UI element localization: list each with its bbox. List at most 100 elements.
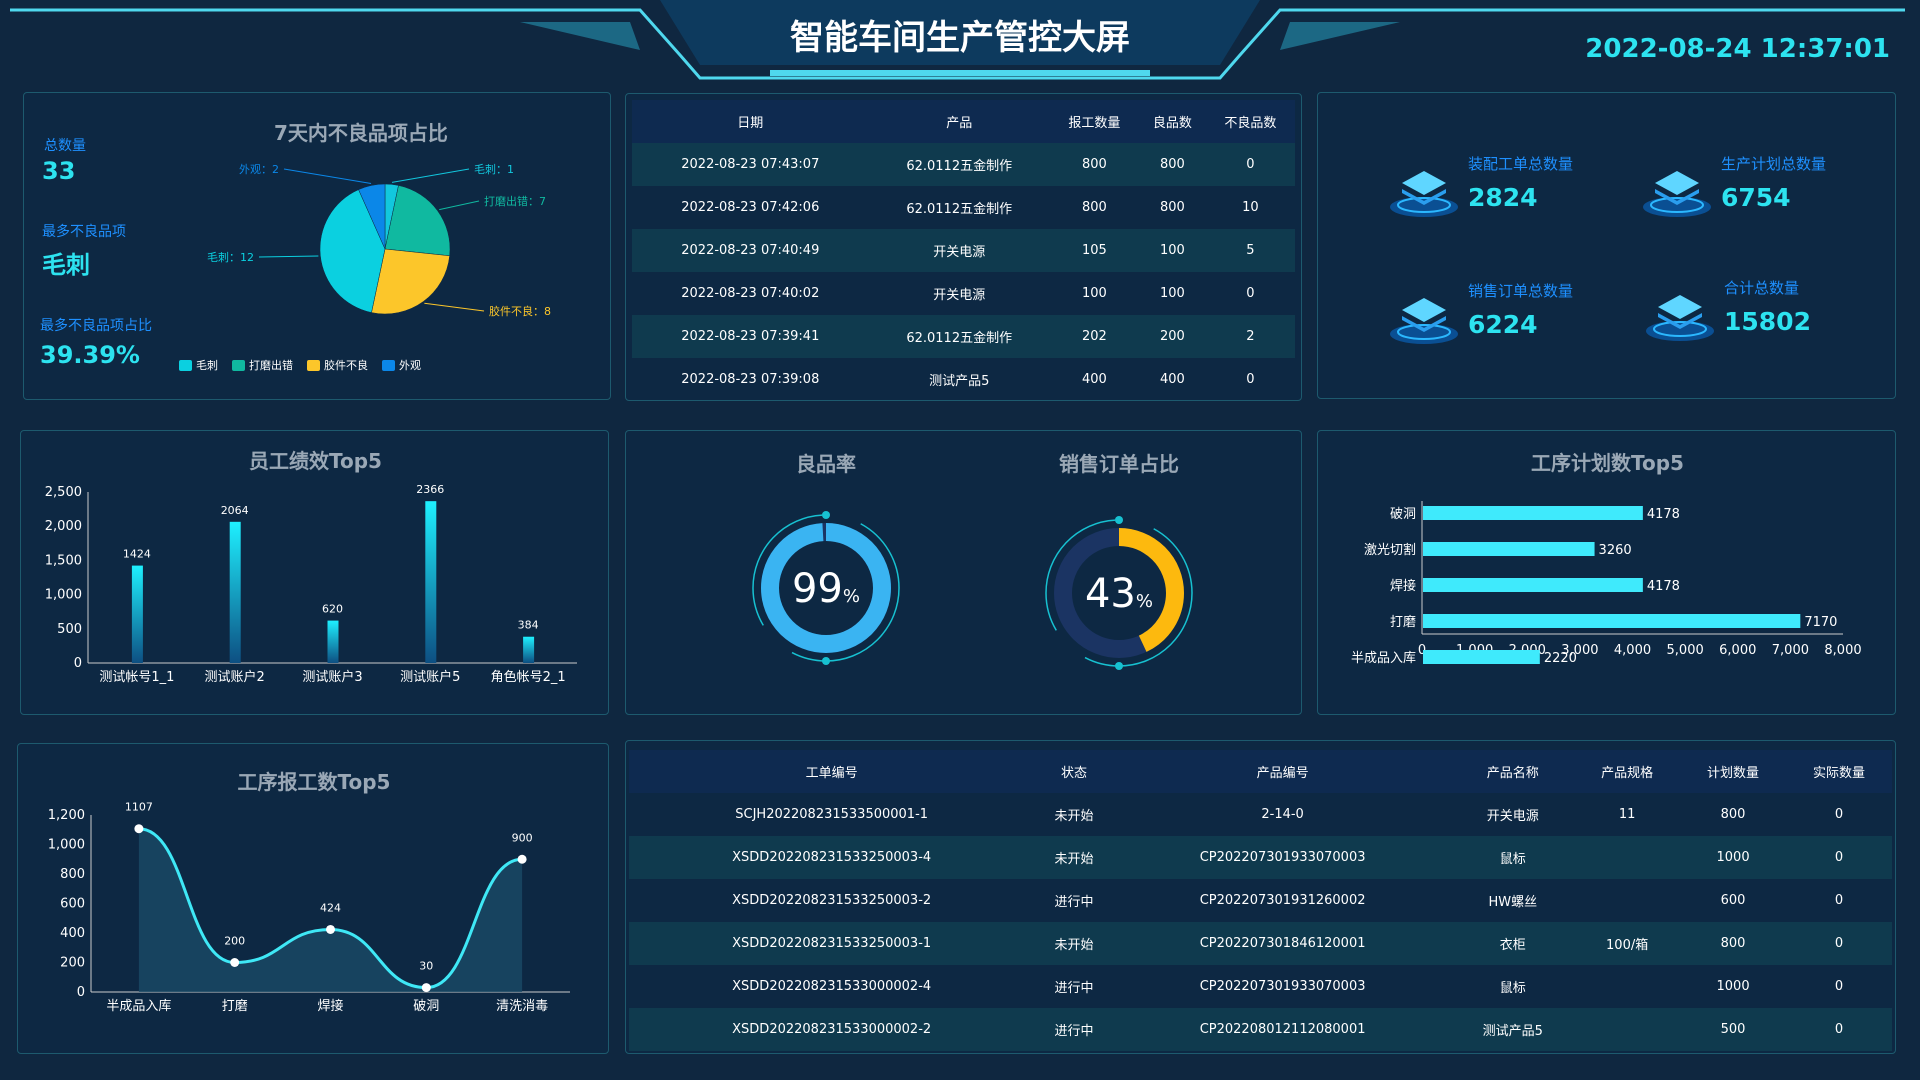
report-cell: 10 — [1242, 200, 1259, 215]
report-cell: 800 — [1159, 200, 1185, 215]
y-tick-label: 600 — [60, 897, 85, 912]
table-row[interactable]: XSDD202208231533250003-1 未开始 CP20220730184… — [629, 922, 1892, 965]
employee-bar-chart: 0 500 1,000 1,500 2,000 2,500 1424 测试帐号1_1 2064 测… — [45, 483, 577, 685]
work-order-cell: 未开始 — [1034, 836, 1114, 879]
layers-icon — [1388, 161, 1460, 221]
y-tick-label: 破洞 — [1390, 507, 1416, 522]
datetime: 2022-08-24 12:37:01 — [1585, 34, 1890, 64]
report-table: 日期 产品 报工数量 良品数 不良品数 2022-08-23 07:43:07 62.011… — [632, 100, 1295, 401]
work-order-cell: 0 — [1834, 807, 1844, 822]
gauge-value: 43% — [1085, 571, 1153, 617]
table-row[interactable]: XSDD202208231533250003-2 进行中 CP20220730193… — [629, 879, 1892, 922]
bar[interactable] — [1423, 578, 1643, 592]
work-order-cell: 600 — [1720, 893, 1746, 908]
pie-slice[interactable] — [358, 183, 386, 250]
bar[interactable] — [229, 521, 241, 663]
pie-label: 毛刺：1 — [474, 163, 514, 176]
data-point[interactable] — [230, 958, 240, 967]
report-cell: 62.0112五金制作 — [906, 202, 1013, 217]
gauge-unit: % — [1136, 591, 1153, 612]
table-row[interactable]: XSDD202208231533000002-4 进行中 CP20220730193… — [629, 965, 1892, 1008]
work-order-cell: 测试产品5 — [1451, 1008, 1575, 1051]
legend-item[interactable]: 打磨出错 — [232, 357, 293, 373]
bar[interactable] — [425, 501, 437, 663]
report-cell: 2022-08-23 07:42:06 — [681, 200, 820, 215]
stat-value: 6224 — [1468, 310, 1538, 339]
data-point[interactable] — [517, 854, 527, 864]
table-row[interactable]: XSDD202208231533250003-4 未开始 CP20220730193… — [629, 836, 1892, 879]
data-label: 4178 — [1647, 579, 1680, 594]
bar[interactable] — [1423, 614, 1801, 628]
table-row[interactable]: 2022-08-23 07:42:06 62.0112五金制作 800 800 10 — [632, 186, 1295, 229]
data-label: 900 — [512, 831, 533, 844]
y-tick-label: 1,000 — [48, 838, 85, 853]
bar[interactable] — [523, 636, 535, 663]
y-tick-label: 激光切割 — [1364, 542, 1416, 558]
legend-label: 打磨出错 — [249, 359, 293, 372]
gauge-value-arc — [761, 523, 891, 653]
work-order-cell: 100/箱 — [1574, 922, 1681, 965]
report-cell: 0 — [1246, 372, 1255, 387]
legend-item[interactable]: 胶件不良 — [307, 357, 368, 373]
legend-swatch — [307, 359, 320, 371]
stat-label: 生产计划总数量 — [1721, 155, 1827, 173]
legend-swatch — [382, 359, 395, 371]
pie-slice[interactable] — [371, 248, 450, 315]
work-order-cell: CP202207301846120001 — [1113, 922, 1452, 965]
pie-label: 毛刺：12 — [207, 251, 254, 264]
x-tick-label: 7,000 — [1772, 643, 1809, 658]
legend-item[interactable]: 外观 — [382, 357, 421, 373]
y-tick-label: 打磨 — [1390, 615, 1416, 630]
bar[interactable] — [1423, 542, 1595, 556]
report-cell: 100 — [1159, 286, 1185, 301]
gauge-title: 销售订单占比 — [1059, 452, 1179, 476]
data-label: 620 — [322, 603, 343, 616]
work-order-cell: 0 — [1834, 893, 1844, 908]
report-cell: 2022-08-23 07:40:02 — [681, 286, 820, 301]
table-row[interactable]: XSDD202208231533000002-2 进行中 CP20220801211… — [629, 1008, 1892, 1051]
table-row[interactable]: 2022-08-23 07:39:08 测试产品5 400 400 0 — [632, 358, 1295, 401]
x-tick-label: 0 — [1418, 643, 1426, 658]
x-tick-label: 角色帐号2_1 — [491, 669, 566, 685]
work-order-cell: 0 — [1786, 1008, 1892, 1051]
work-order-cell: 2-14-0 — [1261, 807, 1304, 822]
table-row[interactable]: 2022-08-23 07:43:07 62.0112五金制作 800 800 0 — [632, 143, 1295, 186]
report-cell: 5 — [1205, 229, 1295, 272]
work-order-cell — [1574, 1008, 1681, 1051]
report-header: 日期 — [632, 100, 869, 143]
work-order-cell: 鼠标 — [1499, 981, 1526, 996]
data-label: 7170 — [1804, 615, 1837, 630]
bar[interactable] — [131, 565, 143, 663]
work-order-cell: 500 — [1680, 1008, 1787, 1051]
work-order-cell: 800 — [1680, 922, 1787, 965]
stat-label: 销售订单总数量 — [1468, 282, 1574, 300]
data-point[interactable] — [134, 824, 144, 834]
pie-slice[interactable] — [384, 185, 451, 257]
data-point[interactable] — [326, 924, 335, 934]
pie-label-line — [439, 200, 480, 211]
bar[interactable] — [1423, 506, 1643, 520]
report-cell: 0 — [1246, 286, 1255, 301]
gauge-dot — [822, 657, 830, 665]
table-row[interactable]: SCJH202208231533500001-1 未开始 2-14-0 开关电源 11 8… — [629, 793, 1892, 836]
x-tick-label: 破洞 — [413, 999, 439, 1014]
table-row[interactable]: 2022-08-23 07:39:41 62.0112五金制作 202 200 2 — [632, 315, 1295, 358]
x-tick-label: 测试账户2 — [205, 669, 265, 685]
table-row[interactable]: 2022-08-23 07:40:49 开关电源 105 100 5 — [632, 229, 1295, 272]
report-cell: 800 — [1081, 200, 1107, 215]
process-report-chart: 0 200 400 600 800 1,000 1,200 1107 半成品入库 200 打磨 424… — [48, 801, 570, 1014]
work-order-cell: 1000 — [1680, 836, 1787, 879]
bar[interactable] — [327, 620, 339, 663]
y-tick-label: 1,500 — [45, 553, 82, 568]
gauge-unit: % — [843, 586, 860, 607]
legend-item[interactable]: 毛刺 — [179, 357, 218, 373]
pie-slice[interactable] — [319, 189, 386, 313]
bar[interactable] — [1423, 650, 1540, 664]
work-order-cell: XSDD202208231533250003-4 — [629, 836, 1035, 879]
data-label: 4178 — [1647, 507, 1680, 522]
data-point[interactable] — [421, 983, 431, 993]
work-order-cell: 未开始 — [1034, 922, 1114, 965]
report-header: 报工数量 — [1049, 100, 1139, 143]
stat-card: 生产计划总数量 6754 — [1621, 141, 1861, 231]
table-row[interactable]: 2022-08-23 07:40:02 开关电源 100 100 0 — [632, 272, 1295, 315]
